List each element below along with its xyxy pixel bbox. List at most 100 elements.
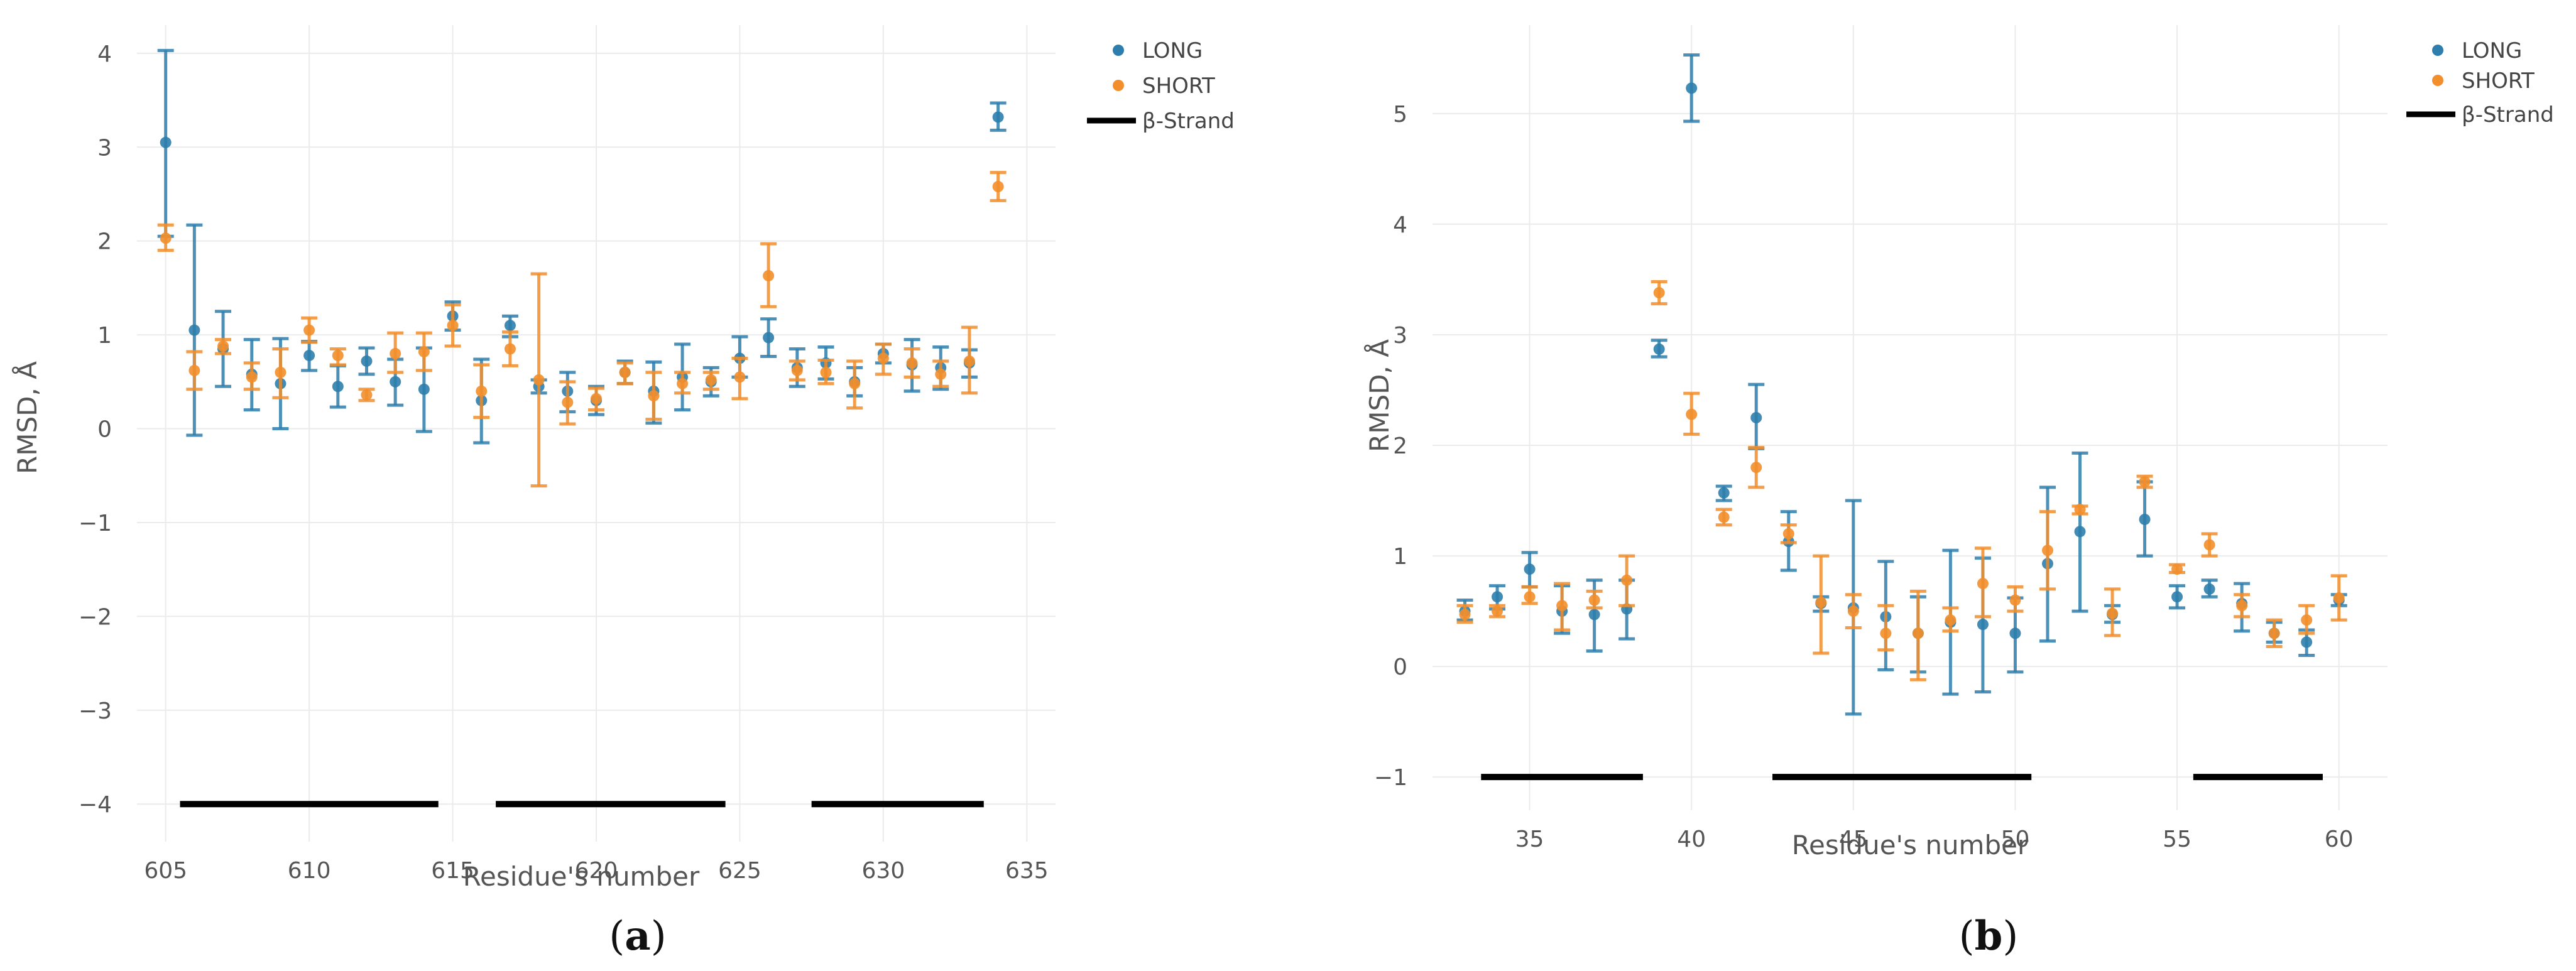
panel-b-short-point [2333,592,2345,604]
panel-a-x-axis-title: Residue's number [463,861,700,892]
panel-b-y-tick-label: 3 [1393,323,1407,349]
panel-b-short-point [1782,528,1794,540]
panel-a-long-point [160,136,172,148]
panel-b-short-point [1977,578,1989,590]
panel-b-long-point [1718,487,1730,499]
panel-a-x-tick-label: 635 [1005,858,1049,884]
panel-a: −4 −3 −2 −1 0 1 2 3 4 605 610 615 620 625 630 635 Resid… [11,25,1235,960]
panel-b-long-point [2171,591,2183,603]
panel-a-short-point [447,320,459,332]
panel-a-long-point [303,349,315,361]
panel-b-y-tick-label: 5 [1393,102,1407,127]
panel-a-y-tick-label: 1 [97,323,112,349]
panel-a-long-point [332,381,344,393]
panel-b-x-tick-label: 60 [2325,827,2354,852]
panel-a-short-point [418,346,430,357]
panel-b-x-tick-label: 45 [1839,827,1868,852]
panel-a-short-point [591,393,602,404]
panel-b-long-point [1750,412,1762,423]
panel-a-short-point [332,349,344,361]
panel-a-long-point [418,383,430,395]
panel-a-x-tick-label: 615 [431,858,474,884]
panel-a-short-point [562,396,574,408]
panel-b-short-point [1621,574,1633,586]
panel-b-short-point [2171,563,2183,575]
panel-a-short-point [963,355,975,367]
panel-b-long-point [1653,343,1665,355]
panel-a-short-point [877,352,889,364]
panel-a-x-tick-label: 625 [718,858,761,884]
panel-a-x-tick-label: 610 [288,858,331,884]
panel-b-legend-long-marker [2432,45,2443,56]
panel-b-x-tick-label: 40 [1677,827,1706,852]
panel-a-short-point [791,364,803,376]
panel-a-short-point [705,374,717,386]
panel-a-legend-long-marker [1113,45,1124,56]
panel-a-short-point [849,377,861,389]
panel-b-long-point [2139,513,2151,525]
panel-b-short-point [2009,594,2021,606]
panel-a-legend-strand-label: β-Strand [1142,109,1235,134]
panel-b-short-point [1524,591,1536,603]
panel-a-short-point [906,357,918,369]
panel-b-short-point [2301,614,2313,626]
panel-a-short-point [992,181,1004,193]
panel-a-long-point [188,324,200,336]
panel-a-short-point [533,374,545,386]
panel-b-short-point [1880,627,1892,639]
panel-b-long-point [2009,627,2021,639]
panel-a-y-tick-label: −2 [79,604,112,630]
panel-a-short-point [476,385,488,397]
panel-b-y-axis-title: RMSD, Å [1363,339,1395,452]
panel-b-short-point [2268,627,2280,639]
panel-b-gridlines [1433,25,2388,810]
panel-b-x-tick-label: 50 [2001,827,2030,852]
panel-b-short-point [2203,539,2215,551]
panel-b-long-point [2203,583,2215,595]
panel-a-short-point [246,371,258,383]
panel-a-long-point [504,320,516,332]
panel-b-short-point [2236,600,2248,612]
panel-b-short-point [2107,607,2119,619]
panel-a-y-tick-label: −1 [79,511,112,536]
panel-a-legend-short-label: SHORT [1142,73,1215,99]
panel-b-y-tick-label: −1 [1374,765,1407,791]
panel-a-short-point [619,366,631,378]
panel-b-long-point [2074,526,2086,538]
panel-b-short-point [2041,545,2053,556]
panel-b-legend-long-label: LONG [2462,38,2522,63]
panel-b-short-point [1847,605,1859,617]
panel-a-short-point [763,269,775,281]
panel-b-long-series [1456,53,2347,716]
panel-b-short-point [1653,287,1665,299]
panel-a-y-tick-label: −4 [79,792,112,818]
panel-a-y-tick-label: 0 [97,417,112,443]
panel-b-short-point [1588,594,1600,606]
panel-b-label: (b) [1959,913,2019,960]
panel-b-y-tick-label: 4 [1393,212,1407,238]
panel-a-short-point [361,389,373,401]
panel-b-x-tick-label: 55 [2163,827,2191,852]
panel-a-long-point [992,111,1004,123]
panel-a-x-tick-label: 605 [144,858,187,884]
panel-a-short-point [390,347,401,359]
panel-a-short-point [188,364,200,376]
panel-a-short-point [217,340,229,352]
panel-a-short-point [160,232,172,244]
panel-a-x-tick-label: 620 [575,858,618,884]
panel-b-y-tick-label: 0 [1393,654,1407,680]
panel-a-legend-short-marker [1113,80,1124,91]
panel-b-letter: b [1975,913,2003,960]
panel-a-short-point [734,371,746,383]
panel-b-long-point [1492,591,1504,603]
panel-a-letter: a [625,913,650,960]
panel-b-short-series [1456,279,2347,681]
panel-a-label: (a) [609,913,666,960]
panel-a-short-point [648,390,660,402]
panel-a-y-tick-label: −3 [79,698,112,724]
panel-a-y-tick-label: 3 [97,135,112,161]
panel-a-short-point [677,377,689,389]
